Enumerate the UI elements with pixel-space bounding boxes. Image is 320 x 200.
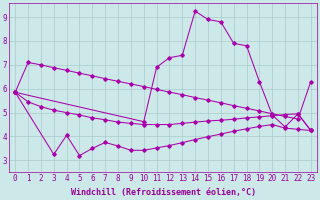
X-axis label: Windchill (Refroidissement éolien,°C): Windchill (Refroidissement éolien,°C) <box>70 188 255 197</box>
